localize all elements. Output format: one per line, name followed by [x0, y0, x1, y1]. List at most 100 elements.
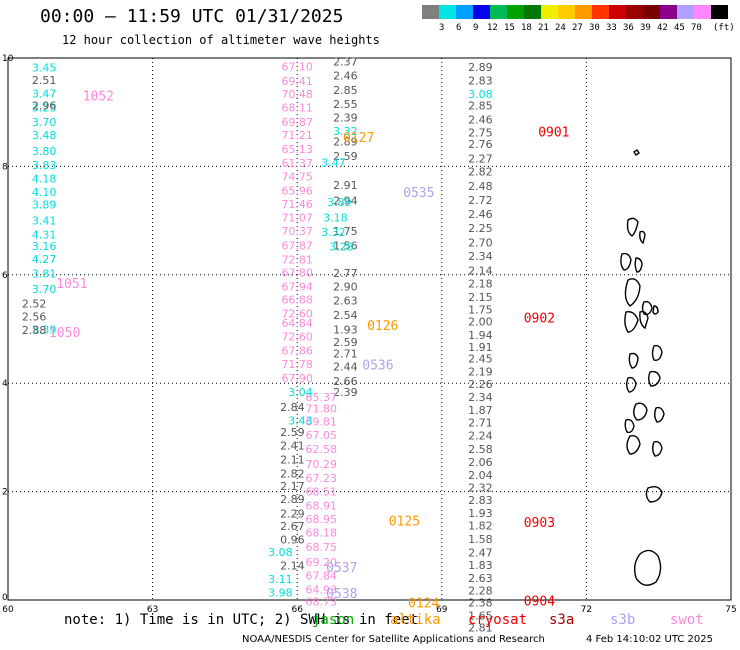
wave-height-value: 2.27 — [468, 153, 493, 166]
wave-height-value: 1.91 — [468, 341, 493, 354]
wave-height-value: 2.51 — [32, 74, 57, 87]
wave-height-value: 67.86 — [281, 344, 313, 357]
map-frame — [7, 57, 732, 601]
wave-height-value: 1.93 — [468, 507, 493, 520]
wave-height-value: 2.85 — [333, 84, 358, 97]
wave-height-value: 2.67 — [280, 520, 305, 533]
island-outline — [624, 418, 635, 434]
legend-value: 39 — [640, 23, 651, 33]
legend-value: 6 — [456, 23, 462, 33]
island-outline — [639, 230, 646, 245]
wave-height-value: 69.81 — [306, 415, 338, 428]
island-outline — [626, 376, 637, 393]
wave-height-value: 65.37 — [306, 391, 338, 404]
wave-height-value: 3.83 — [32, 159, 57, 172]
wave-height-value: 4.18 — [32, 173, 57, 186]
legend-value: 3 — [439, 23, 445, 33]
wave-height-value: 2.89 — [280, 493, 305, 506]
wave-height-value: 2.48 — [468, 180, 493, 193]
pass-number-label: 1051 — [56, 277, 87, 292]
wave-height-value: 2.54 — [333, 309, 358, 322]
wave-height-value: 64.84 — [281, 317, 313, 330]
legend-swatch — [490, 5, 507, 19]
wave-height-value: 1.65 — [468, 610, 493, 623]
pass-number-label: 0535 — [403, 186, 434, 201]
legend-value: 9 — [473, 23, 479, 33]
pass-number-label: 0537 — [326, 561, 357, 576]
wave-height-value: 1.82 — [468, 520, 493, 533]
wave-height-value: 2.14 — [280, 560, 305, 573]
pass-number-label: 0536 — [362, 359, 393, 374]
wave-height-value: 2.72 — [468, 194, 493, 207]
wave-height-value: 3.89 — [327, 196, 352, 209]
wave-height-value: 3.43 — [288, 414, 313, 427]
pass-number-label: 0901 — [538, 126, 569, 141]
wave-height-value: 2.29 — [280, 508, 305, 521]
pass-number-label: 0126 — [367, 319, 398, 334]
satellite-key-s3a: s3a — [549, 612, 575, 628]
legend-swatch — [660, 5, 677, 19]
legend-swatch — [541, 5, 558, 19]
wave-height-value: 3.80 — [32, 145, 57, 158]
wave-height-value: 2.46 — [468, 208, 493, 221]
legend-swatch — [422, 5, 439, 19]
legend-value: 27 — [572, 23, 583, 33]
wave-height-value: 68.91 — [306, 499, 338, 512]
page-title: 00:00 — 11:59 UTC 01/31/2025 — [40, 6, 344, 27]
island-outline — [633, 149, 640, 156]
wave-height-value: 67.10 — [281, 60, 313, 73]
wave-height-value: 2.76 — [468, 138, 493, 151]
legend-swatch — [711, 5, 728, 19]
satellite-key-cryosat: cryosat — [468, 612, 528, 628]
legend-swatch — [592, 5, 609, 19]
legend-swatch — [456, 5, 473, 19]
wave-height-value: 2.06 — [468, 456, 493, 469]
island-outline — [633, 549, 662, 586]
wave-height-value: 2.59 — [333, 336, 358, 349]
wave-height-value: 72.81 — [281, 253, 313, 266]
legend-swatch — [575, 5, 592, 19]
lat-tick-label: 0 — [2, 593, 8, 603]
wave-height-value: 2.11 — [280, 453, 305, 466]
wave-height-value: 2.81 — [468, 621, 493, 634]
wave-height-value: 2.25 — [468, 222, 493, 235]
wave-height-value: 2.37 — [333, 56, 358, 69]
wave-height-value: 2.94 — [333, 194, 358, 207]
legend-swatch — [677, 5, 694, 19]
wave-height-value: 2.91 — [333, 179, 358, 192]
wave-height-value: 2.14 — [468, 264, 493, 277]
legend-swatch — [609, 5, 626, 19]
island-outline — [633, 402, 648, 421]
wave-height-value: 3.41 — [32, 214, 57, 227]
island-outline — [641, 300, 653, 316]
island-outline — [652, 440, 663, 457]
wave-height-value: 2.56 — [22, 310, 47, 323]
wave-height-value: 1.87 — [468, 404, 493, 417]
wave-height-value: 3.39 — [32, 323, 57, 336]
wave-height-value: 70.48 — [281, 88, 313, 101]
wave-height-value: 2.83 — [468, 75, 493, 88]
wave-height-value: 67.80 — [281, 266, 313, 279]
legend-swatch — [558, 5, 575, 19]
satellite-key-swot: swot — [670, 612, 704, 628]
wave-height-value: 2.77 — [333, 267, 358, 280]
wave-height-value: 2.46 — [468, 114, 493, 127]
wave-height-value: 1.75 — [468, 303, 493, 316]
wave-height-value: 4.10 — [32, 186, 57, 199]
pass-number-label: 0125 — [389, 515, 420, 530]
wave-height-value: 67.23 — [306, 472, 338, 485]
wave-height-value: 70.37 — [281, 225, 313, 238]
wave-height-value: 2.52 — [22, 297, 47, 310]
island-outline — [620, 252, 632, 271]
wave-height-value: 2.24 — [468, 430, 493, 443]
wave-height-value: 2.38 — [468, 597, 493, 610]
wave-height-value: 70.29 — [306, 458, 338, 471]
wave-height-value: 67.87 — [281, 239, 313, 252]
legend-swatch — [694, 5, 711, 19]
wave-height-value: 66.88 — [281, 294, 313, 307]
satellite-key-altika: altika — [390, 612, 441, 628]
wave-height-value: 71.80 — [306, 402, 338, 415]
legend-value: 70 — [691, 23, 702, 33]
wave-height-value: 3.08 — [468, 88, 493, 101]
island-outline — [624, 310, 639, 333]
